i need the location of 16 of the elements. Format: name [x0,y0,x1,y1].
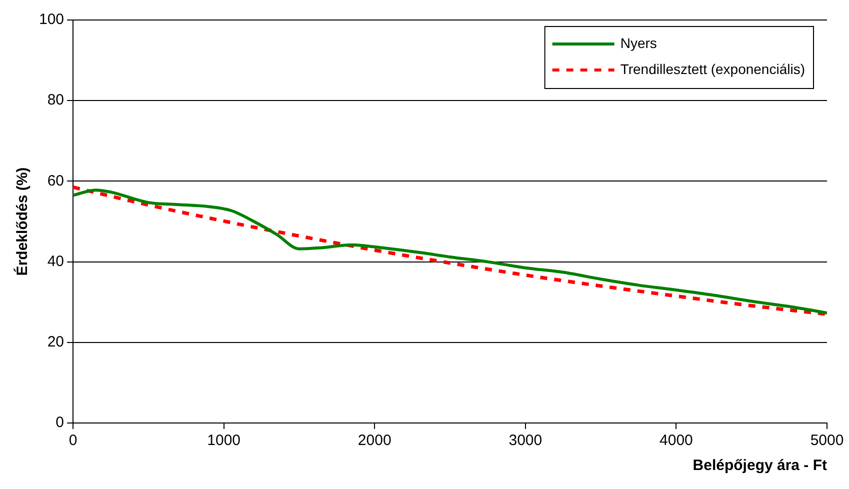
x-tick-label: 4000 [660,432,693,450]
y-tick-label: 100 [38,11,64,28]
x-axis-title: Belépőjegy ára - Ft [692,457,828,474]
x-tick-label: 0 [68,432,78,450]
y-tick-label: 0 [56,414,64,432]
legend-label: Nyers [620,34,657,51]
x-tick-label: 5000 [810,432,844,450]
legend-label: Trendillesztett (exponenciális) [620,60,806,77]
y-axis-title: Érdeklődés (%) [13,167,32,276]
y-tick-label: 60 [47,172,64,190]
x-tick-label: 1000 [207,432,241,450]
y-tick-label: 40 [47,252,64,270]
x-tick-label: 2000 [358,432,392,450]
y-tick-label: 80 [47,92,64,109]
x-tick-label: 3000 [508,432,542,450]
y-tick-label: 20 [47,334,64,351]
